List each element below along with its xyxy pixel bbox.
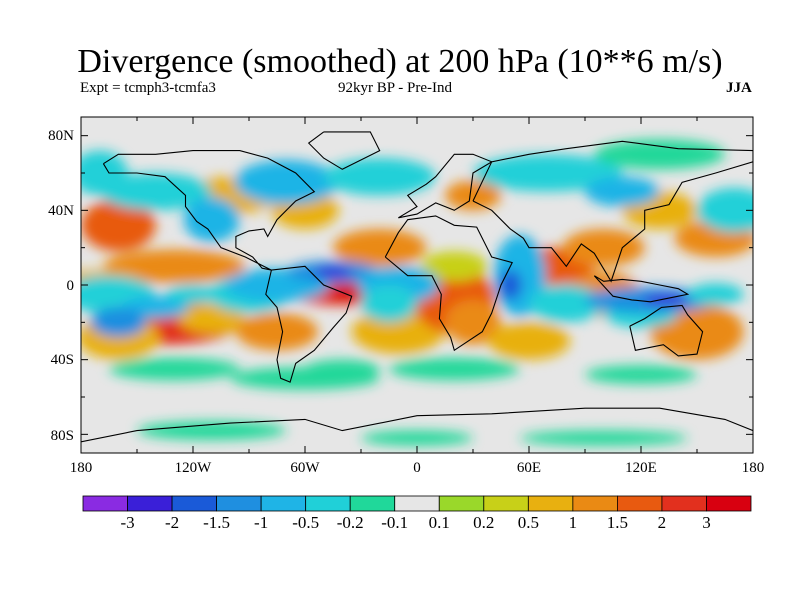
colorbar-swatch-0 — [82, 495, 128, 512]
divergence-contour-32 — [361, 285, 417, 323]
divergence-contour-21 — [487, 322, 571, 360]
season-label: JJA — [726, 80, 752, 96]
lat-label-40s: 40S — [50, 352, 74, 368]
colorbar-label-10: 1 — [568, 513, 578, 532]
colorbar-swatch-5 — [305, 495, 351, 512]
divergence-contour-54 — [519, 430, 688, 446]
lon-label-60e: 60E — [516, 460, 542, 476]
chart-title: Divergence (smoothed) at 200 hPa (10**6 … — [77, 43, 723, 80]
colorbar-swatch-13 — [661, 495, 707, 512]
colorbar-label-6: -0.1 — [381, 513, 409, 532]
colorbar-swatch-11 — [572, 495, 618, 512]
divergence-contour-40 — [234, 159, 339, 205]
axis-ticks — [80, 117, 754, 453]
colorbar-swatch-7 — [394, 495, 440, 512]
lat-label-equator: 0 — [66, 278, 75, 294]
divergence-contour-41 — [323, 158, 436, 196]
divergence-contour-47 — [183, 197, 240, 243]
colorbar-label-3: -1 — [254, 513, 269, 532]
divergence-contour-56 — [687, 283, 744, 306]
coastline-antarctica — [81, 407, 753, 443]
divergence-contour-30 — [314, 266, 352, 278]
divergence-contour-8 — [351, 309, 446, 355]
divergence-contour-42 — [473, 154, 623, 192]
divergence-contour-4 — [178, 303, 246, 334]
divergence-contour-52 — [137, 421, 287, 440]
colorbar-swatch-6 — [349, 495, 396, 512]
divergence-contour-50 — [108, 357, 240, 381]
colorbar — [82, 495, 752, 512]
coastline-south-america — [265, 265, 353, 383]
divergence-contour-15 — [562, 229, 645, 267]
divergence-contour-45 — [81, 150, 128, 196]
coastline-europe — [398, 153, 493, 219]
lon-label-180w: 180 — [69, 460, 93, 476]
lat-label-80s: 80S — [50, 428, 74, 444]
coastlines — [81, 131, 753, 443]
divergence-contour-51 — [585, 365, 697, 384]
coastline-asia — [472, 140, 753, 283]
colorbar-label-13: 3 — [702, 513, 711, 532]
coastline-greenland — [307, 131, 381, 170]
colorbar-label-7: 0.1 — [428, 513, 450, 532]
coastline-north-america — [102, 150, 316, 271]
lon-label-60w: 60W — [290, 460, 320, 476]
colorbar-label-2: -1.5 — [203, 513, 231, 532]
colorbar-swatch-4 — [260, 495, 307, 512]
divergence-contour-7 — [235, 313, 319, 351]
divergence-contour-43 — [594, 139, 726, 170]
colorbar-swatch-12 — [617, 495, 663, 512]
divergence-contour-57 — [165, 285, 221, 304]
divergence-contour-0 — [81, 199, 156, 252]
period-label: 92kyr BP - Pre-Ind — [338, 80, 453, 96]
divergence-contour-48 — [389, 357, 520, 381]
lon-label-120w: 120W — [174, 460, 212, 476]
divergence-contour-34 — [499, 270, 522, 300]
colorbar-swatch-3 — [216, 495, 262, 512]
colorbar-swatch-14 — [706, 495, 752, 512]
colorbar-swatch-1 — [127, 495, 173, 512]
divergence-contour-35 — [529, 285, 604, 323]
colorbar-label-9: 0.5 — [517, 513, 539, 532]
divergence-contour-10 — [445, 180, 501, 211]
divergence-contour-9 — [333, 229, 427, 267]
colorbar-label-11: 1.5 — [606, 513, 629, 532]
lon-label-180e: 180 — [741, 460, 765, 476]
colorbar-label-0: -3 — [120, 513, 135, 532]
divergence-contour-23 — [420, 251, 488, 282]
lat-label-40n: 40N — [48, 203, 74, 219]
coastline-australia — [629, 304, 704, 357]
divergence-contour-39 — [99, 173, 212, 211]
coastline-africa — [384, 215, 513, 352]
lat-label-80n: 80N — [48, 128, 74, 144]
colorbar-label-8: 0.2 — [473, 513, 495, 532]
divergence-contour-13 — [445, 299, 501, 345]
colorbar-swatch-2 — [171, 495, 217, 512]
divergence-contour-38 — [642, 294, 688, 306]
colorbar-swatch-9 — [483, 495, 529, 512]
divergence-contour-53 — [361, 430, 473, 446]
divergence-contour-46 — [585, 176, 660, 207]
divergence-contour-44 — [697, 187, 753, 233]
colorbar-label-4: -0.5 — [292, 513, 320, 532]
coastline-indonesia — [593, 275, 690, 303]
divergence-contour-1 — [103, 249, 246, 284]
colorbar-label-1: -2 — [164, 513, 180, 532]
lon-label-120e: 120E — [625, 460, 657, 476]
colorbar-label-5: -0.2 — [336, 513, 364, 532]
lon-label-0: 0 — [413, 460, 421, 476]
experiment-label: Expt = tcmph3-tcmfa3 — [80, 80, 216, 96]
divergence-field — [81, 139, 753, 446]
divergence-contour-55 — [305, 359, 380, 379]
colorbar-label-12: 2 — [657, 513, 667, 532]
colorbar-swatch-8 — [438, 495, 485, 512]
colorbar-swatch-10 — [527, 495, 574, 512]
divergence-contour-26 — [90, 307, 147, 338]
